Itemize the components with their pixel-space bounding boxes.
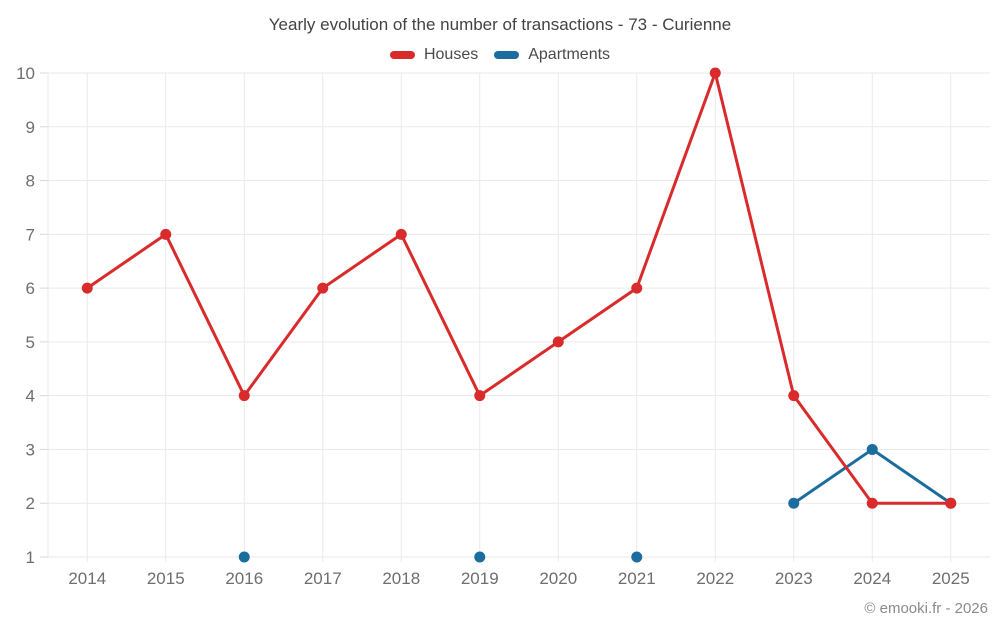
data-point-houses-2023 — [788, 390, 800, 402]
data-point-houses-2017 — [317, 282, 329, 294]
data-point-apartments-2016 — [238, 551, 250, 563]
data-point-houses-2020 — [552, 336, 564, 348]
x-tick-label: 2024 — [853, 569, 891, 588]
legend-item-apartments[interactable]: Apartments — [494, 46, 610, 64]
x-tick-label: 2014 — [68, 569, 106, 588]
data-point-houses-2025 — [945, 497, 957, 509]
data-point-houses-2018 — [395, 228, 407, 240]
data-point-apartments-2023 — [788, 497, 800, 509]
y-tick-label: 2 — [26, 494, 35, 513]
apartments-legend-swatch-icon — [494, 51, 520, 59]
legend: Houses Apartments — [0, 46, 1000, 64]
x-tick-label: 2016 — [225, 569, 263, 588]
data-point-houses-2015 — [160, 228, 172, 240]
y-tick-label: 4 — [26, 387, 35, 406]
y-tick-label: 3 — [26, 440, 35, 459]
x-tick-label: 2019 — [461, 569, 499, 588]
x-tick-label: 2015 — [147, 569, 185, 588]
y-tick-label: 1 — [26, 548, 35, 567]
attribution: © emooki.fr - 2026 — [864, 600, 988, 617]
data-point-houses-2019 — [474, 390, 486, 402]
x-tick-label: 2023 — [775, 569, 813, 588]
y-tick-label: 9 — [26, 118, 35, 137]
y-tick-label: 10 — [16, 64, 35, 83]
legend-label-houses: Houses — [423, 46, 479, 63]
x-tick-label: 2021 — [618, 569, 656, 588]
x-tick-label: 2017 — [304, 569, 342, 588]
x-tick-label: 2020 — [539, 569, 577, 588]
data-point-apartments-2019 — [474, 551, 486, 563]
x-tick-label: 2022 — [696, 569, 734, 588]
data-point-houses-2024 — [866, 497, 878, 509]
data-point-houses-2014 — [81, 282, 93, 294]
x-tick-label: 2018 — [382, 569, 420, 588]
y-tick-label: 8 — [26, 172, 35, 191]
houses-legend-swatch-icon — [389, 51, 415, 59]
y-tick-label: 6 — [26, 279, 35, 298]
legend-label-apartments: Apartments — [528, 46, 611, 63]
legend-item-houses[interactable]: Houses — [389, 46, 479, 64]
data-point-houses-2016 — [238, 390, 250, 402]
y-tick-label: 7 — [26, 225, 35, 244]
data-point-houses-2022 — [709, 67, 721, 79]
chart-title: Yearly evolution of the number of transa… — [268, 15, 732, 34]
series-line-houses — [85, 71, 953, 505]
data-point-houses-2021 — [631, 282, 643, 294]
x-tick-label: 2025 — [932, 569, 970, 588]
data-point-apartments-2021 — [631, 551, 643, 563]
data-point-apartments-2024 — [866, 443, 878, 455]
y-tick-label: 5 — [26, 333, 35, 352]
